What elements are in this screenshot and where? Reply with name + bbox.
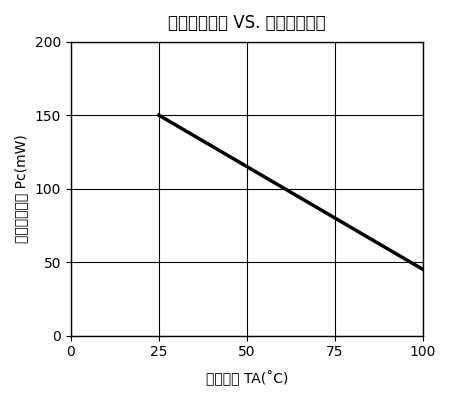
X-axis label: 周囲温度 TA(˚C): 周囲温度 TA(˚C) <box>206 370 288 386</box>
Title: 受光許容損失 VS. 周囲温度の例: 受光許容損失 VS. 周囲温度の例 <box>168 14 326 32</box>
Y-axis label: 受光許容損失 Pc(mW): 受光許容損失 Pc(mW) <box>14 134 28 243</box>
